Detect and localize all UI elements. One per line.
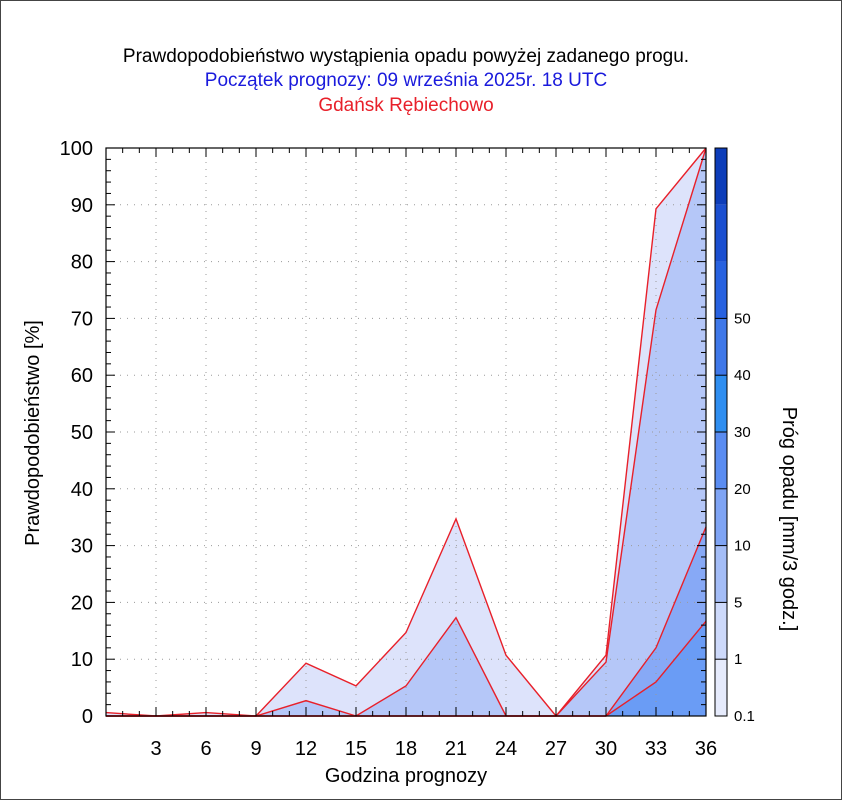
x-tick-label: 21 — [445, 738, 467, 760]
y-tick-label: 10 — [71, 649, 93, 671]
y-tick-label: 30 — [71, 536, 93, 558]
colorbar-tick-label: 20 — [734, 481, 751, 498]
y-tick-label: 100 — [60, 138, 93, 160]
colorbar-tick-label: 10 — [734, 538, 751, 555]
x-tick-label: 12 — [295, 738, 317, 760]
station-name: Gdańsk Rębiechowo — [318, 95, 493, 116]
x-tick-label: 30 — [595, 738, 617, 760]
colorbar-label: Próg opadu [mm/3 godz.] — [778, 407, 800, 632]
chart-subtitle: Początek prognozy: 09 września 2025r. 18… — [205, 70, 607, 91]
x-tick-label: 18 — [395, 738, 417, 760]
colorbar-segment — [715, 204, 727, 262]
colorbar-tick-label: 5 — [734, 594, 742, 611]
y-tick-label: 70 — [71, 308, 93, 330]
colorbar-tick-label: 0.1 — [734, 708, 755, 725]
area-10 — [106, 621, 706, 716]
x-tick-label: 9 — [250, 738, 261, 760]
colorbar-segment — [715, 318, 727, 376]
y-tick-label: 0 — [82, 706, 93, 728]
colorbar: 0.1 1 5 10 20 30 40 50 — [714, 147, 755, 725]
colorbar-segment — [715, 432, 727, 489]
x-tick-label: 33 — [645, 738, 667, 760]
x-tick-label: 15 — [345, 738, 367, 760]
colorbar-tick-label: 50 — [734, 310, 751, 327]
x-tick-label: 6 — [200, 738, 211, 760]
colorbar-segment — [715, 659, 727, 716]
axes-layer: 3 6 9 12 15 18 21 24 27 30 33 360102030405060708090… — [60, 138, 718, 760]
y-tick-label: 60 — [71, 365, 93, 387]
y-axis-label: Prawdopodobieństwo [%] — [22, 320, 44, 546]
y-tick-label: 40 — [71, 479, 93, 501]
x-tick-label: 36 — [695, 738, 717, 760]
y-tick-label: 50 — [71, 422, 93, 444]
y-tick-label: 90 — [71, 195, 93, 217]
y-tick-label: 80 — [71, 252, 93, 274]
x-axis-label: Godzina prognozy — [325, 765, 487, 787]
colorbar-segment — [715, 148, 727, 205]
colorbar-tick-label: 30 — [734, 424, 751, 441]
y-tick-label: 20 — [71, 592, 93, 614]
colorbar-segment — [715, 261, 727, 319]
colorbar-segment — [715, 375, 727, 432]
chart-title: Prawdopodobieństwo wystąpienia opadu pow… — [123, 46, 689, 67]
colorbar-segment — [715, 545, 727, 603]
x-tick-label: 27 — [545, 738, 567, 760]
colorbar-segment — [715, 488, 727, 546]
x-tick-label: 24 — [495, 738, 517, 760]
colorbar-segment — [715, 602, 727, 660]
x-tick-label: 3 — [150, 738, 161, 760]
colorbar-tick-label: 1 — [734, 651, 742, 668]
colorbar-tick-label: 40 — [734, 367, 751, 384]
